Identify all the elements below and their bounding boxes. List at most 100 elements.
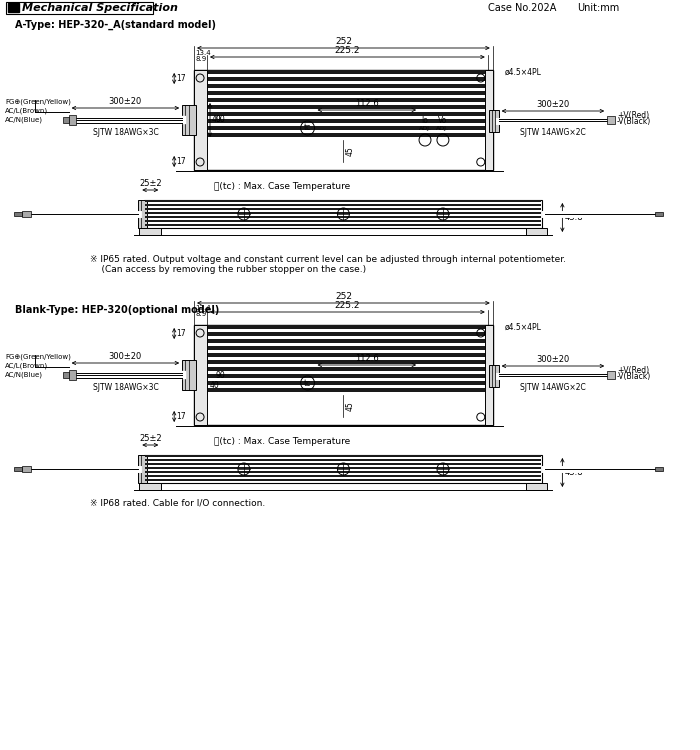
Text: ・(tc) : Max. Case Temperature: ・(tc) : Max. Case Temperature bbox=[214, 182, 350, 191]
Text: 40: 40 bbox=[210, 380, 220, 389]
Text: ※ IP65 rated. Output voltage and constant current level can be adjusted through : ※ IP65 rated. Output voltage and constan… bbox=[90, 255, 566, 274]
Text: SJTW 18AWG×3C: SJTW 18AWG×3C bbox=[92, 383, 158, 392]
Text: 300±20: 300±20 bbox=[108, 352, 142, 361]
Text: FG⊕(Green/Yellow): FG⊕(Green/Yellow) bbox=[5, 354, 71, 360]
Text: 17: 17 bbox=[176, 329, 186, 338]
Text: 112.6: 112.6 bbox=[355, 354, 379, 363]
Text: 300±20: 300±20 bbox=[536, 100, 570, 109]
Bar bbox=[14, 212, 22, 216]
Bar bbox=[146, 204, 542, 206]
Text: ・(tc) : Max. Case Temperature: ・(tc) : Max. Case Temperature bbox=[214, 437, 350, 446]
Text: A-Type: HEP-320-_A(standard model): A-Type: HEP-320-_A(standard model) bbox=[15, 20, 216, 30]
Text: 8.9: 8.9 bbox=[195, 311, 206, 317]
Text: AC/L(Brown): AC/L(Brown) bbox=[5, 363, 48, 369]
Bar bbox=[146, 216, 542, 218]
Bar bbox=[194, 70, 493, 170]
Text: Mechanical Specification: Mechanical Specification bbox=[22, 3, 178, 13]
Bar bbox=[195, 346, 491, 350]
Bar bbox=[146, 208, 542, 210]
Text: 90: 90 bbox=[216, 370, 225, 380]
Bar bbox=[69, 370, 76, 380]
Bar bbox=[63, 372, 69, 378]
Bar bbox=[195, 388, 491, 392]
Text: -V(Black): -V(Black) bbox=[617, 372, 652, 381]
Text: 25±2: 25±2 bbox=[139, 434, 162, 443]
Bar bbox=[146, 200, 542, 202]
Text: SJTW 18AWG×3C: SJTW 18AWG×3C bbox=[92, 128, 158, 137]
Text: SJTW 14AWG×2C: SJTW 14AWG×2C bbox=[520, 383, 586, 392]
Text: 43.8: 43.8 bbox=[564, 468, 583, 477]
Text: ADJ.: ADJ. bbox=[436, 126, 449, 131]
Bar bbox=[146, 224, 542, 226]
Bar bbox=[195, 353, 491, 356]
Bar bbox=[484, 70, 493, 170]
Bar bbox=[146, 459, 542, 461]
Text: 13.4: 13.4 bbox=[195, 50, 211, 56]
Text: -V(Black): -V(Black) bbox=[617, 117, 652, 126]
Text: +V(Red): +V(Red) bbox=[617, 111, 649, 120]
Bar bbox=[195, 339, 491, 343]
Text: 43.8: 43.8 bbox=[564, 213, 583, 222]
Bar bbox=[195, 374, 491, 377]
Bar bbox=[6, 2, 153, 14]
Text: 300±20: 300±20 bbox=[536, 355, 570, 364]
Text: 45: 45 bbox=[345, 146, 354, 156]
Text: Blank-Type: HEP-320(optional model): Blank-Type: HEP-320(optional model) bbox=[15, 305, 219, 315]
Text: 25±2: 25±2 bbox=[139, 179, 162, 188]
Text: Io: Io bbox=[421, 116, 428, 125]
Bar bbox=[195, 367, 491, 370]
Text: 17: 17 bbox=[176, 74, 186, 83]
Text: 90: 90 bbox=[216, 116, 225, 124]
Text: FG⊕(Green/Yellow): FG⊕(Green/Yellow) bbox=[5, 99, 71, 105]
Bar bbox=[607, 371, 615, 379]
Bar bbox=[195, 77, 491, 80]
Text: ADJ.: ADJ. bbox=[419, 126, 431, 131]
Bar bbox=[146, 479, 542, 481]
Bar bbox=[144, 200, 542, 228]
Text: 225.2: 225.2 bbox=[335, 301, 360, 310]
Text: 13.4: 13.4 bbox=[195, 305, 211, 311]
Bar bbox=[144, 455, 542, 483]
Bar bbox=[195, 112, 491, 116]
Bar bbox=[182, 105, 196, 135]
Bar bbox=[195, 84, 491, 88]
Bar bbox=[139, 483, 161, 490]
Bar bbox=[63, 117, 69, 123]
Text: Unit:mm: Unit:mm bbox=[578, 3, 620, 13]
Text: 17: 17 bbox=[176, 157, 186, 166]
Bar bbox=[195, 381, 491, 385]
Bar bbox=[489, 110, 498, 132]
Text: 45: 45 bbox=[345, 401, 354, 411]
Text: tc: tc bbox=[304, 124, 312, 133]
Bar bbox=[195, 91, 491, 94]
Bar bbox=[146, 212, 542, 214]
Bar bbox=[195, 126, 491, 130]
Text: AC/N(Blue): AC/N(Blue) bbox=[5, 372, 43, 378]
Text: AC/N(Blue): AC/N(Blue) bbox=[5, 117, 43, 123]
Text: 40: 40 bbox=[212, 116, 222, 124]
Bar bbox=[195, 98, 491, 101]
Bar bbox=[195, 133, 491, 136]
Bar bbox=[195, 325, 491, 328]
Bar bbox=[489, 365, 498, 387]
Bar bbox=[655, 467, 663, 471]
Text: Vo: Vo bbox=[438, 116, 447, 125]
Bar bbox=[194, 70, 207, 170]
Text: Case No.202A: Case No.202A bbox=[488, 3, 556, 13]
Text: AC/L(Brown): AC/L(Brown) bbox=[5, 108, 48, 114]
Text: 252: 252 bbox=[335, 292, 352, 301]
Bar bbox=[8, 3, 19, 12]
Bar bbox=[195, 360, 491, 364]
Text: 300±20: 300±20 bbox=[108, 97, 142, 106]
Text: 225.2: 225.2 bbox=[335, 46, 360, 55]
Bar bbox=[484, 325, 493, 425]
Text: 112.6: 112.6 bbox=[355, 99, 379, 108]
Bar bbox=[139, 455, 147, 483]
Bar bbox=[139, 228, 161, 235]
Text: tc: tc bbox=[304, 379, 312, 388]
Text: 17: 17 bbox=[176, 412, 186, 421]
Text: ※ IP68 rated. Cable for I/O connection.: ※ IP68 rated. Cable for I/O connection. bbox=[90, 498, 265, 507]
Text: +V(Red): +V(Red) bbox=[617, 366, 649, 375]
Bar bbox=[69, 115, 76, 125]
Bar bbox=[526, 228, 547, 235]
